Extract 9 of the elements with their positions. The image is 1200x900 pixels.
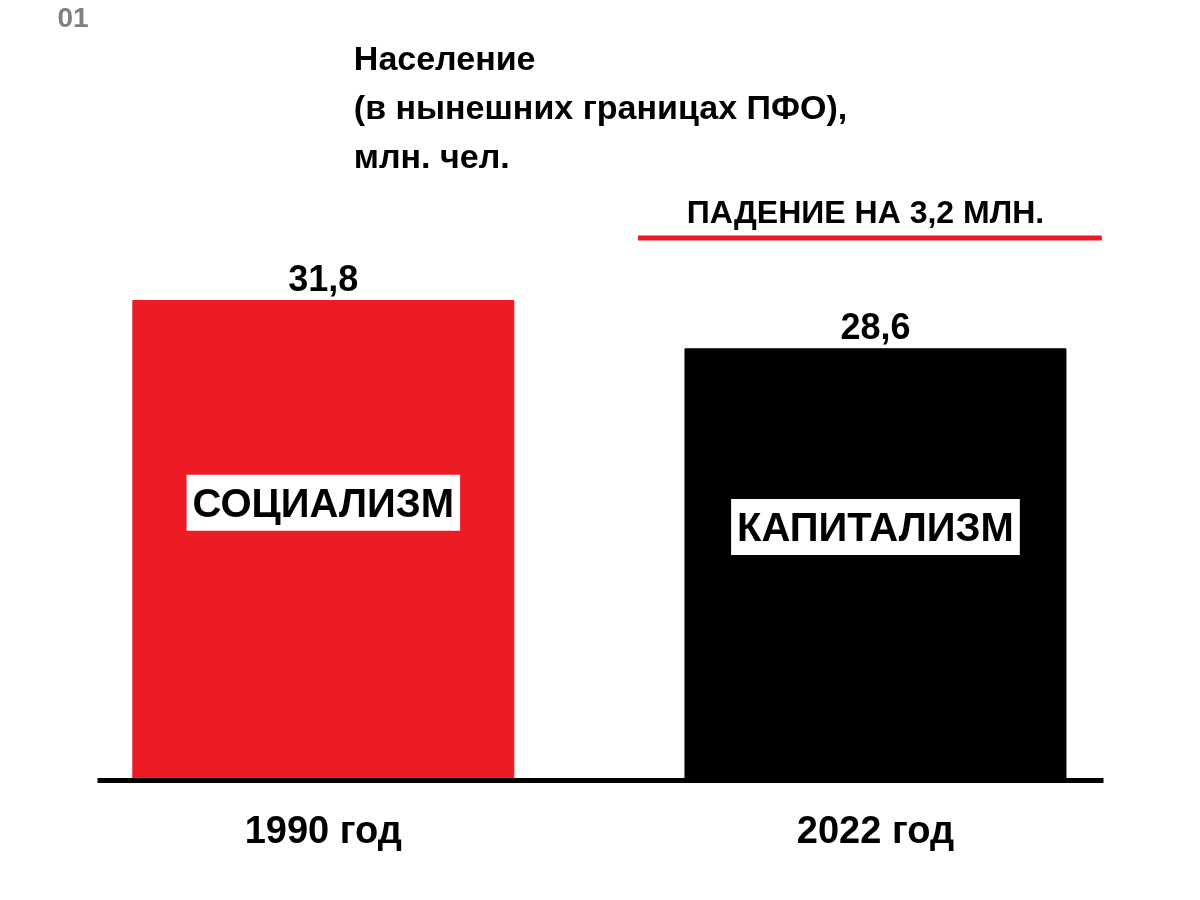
chart-title: Население (в нынешних границах ПФО), млн. чел. [353,38,848,176]
annotation: КАПИТАЛИЗМ [737,504,1014,549]
annotation: СОЦИАЛИЗМ [192,480,455,525]
data-label: 28,6 [840,305,911,347]
data-label: 31,8 [288,257,359,299]
text: 01 [57,1,89,33]
x-tick-label: 2022 год [796,808,955,851]
x-tick-label: 1990 год [244,808,402,851]
text: ПАДЕНИЕ НА 3,2 МЛН. [686,194,1045,231]
